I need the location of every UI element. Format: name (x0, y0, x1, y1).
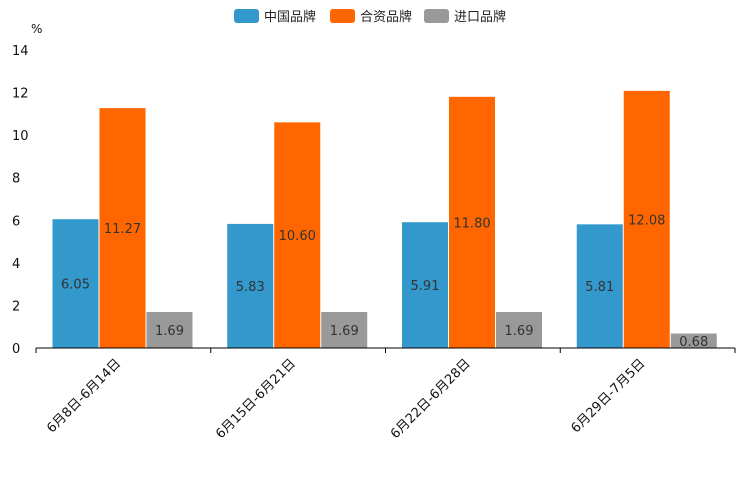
bars: 6.05 11.27 1.69 5.83 10.60 1.69 5.91 11.80 1.69 5… (52, 90, 717, 350)
data-label: 10.60 (279, 229, 316, 244)
data-label: 11.80 (453, 216, 490, 231)
legend-item-2[interactable]: 合资品牌 (330, 9, 412, 25)
y-tick-label: 12 (12, 87, 29, 102)
data-label: 5.81 (585, 280, 614, 295)
bar[interactable] (670, 333, 717, 348)
y-tick-label: 0 (12, 342, 20, 357)
y-tick-label: 14 (12, 44, 29, 59)
legend-swatch (424, 9, 449, 23)
y-tick-label: 2 (12, 299, 20, 314)
data-label: 6.05 (61, 278, 90, 293)
legend-swatch (330, 9, 355, 23)
legend-item-1[interactable]: 中国品牌 (234, 9, 316, 25)
data-label: 12.08 (628, 213, 665, 228)
data-label: 11.27 (104, 222, 141, 237)
legend-label: 合资品牌 (360, 9, 412, 25)
data-label: 1.69 (505, 324, 534, 339)
bar[interactable] (576, 224, 623, 348)
data-label: 1.69 (155, 324, 184, 339)
x-category-label: 6月15日-6月21日 (213, 356, 299, 442)
y-tick-label: 8 (12, 172, 20, 187)
bar[interactable] (623, 90, 670, 349)
legend-label: 中国品牌 (264, 9, 316, 25)
y-tick-label: 10 (12, 129, 29, 144)
data-label: 5.83 (236, 280, 265, 295)
y-tick-label: 4 (12, 257, 20, 272)
data-label: 5.91 (411, 279, 440, 294)
legend-label: 进口品牌 (454, 9, 506, 25)
y-axis: 0 2 4 6 8 10 12 14 (12, 44, 29, 357)
y-tick-label: 6 (12, 214, 20, 229)
x-category-label: 6月29日-7月5日 (569, 356, 649, 436)
y-axis-unit-label: % (31, 22, 42, 36)
x-axis: 6月8日-6月14日 6月15日-6月21日 6月22日-6月28日 6月29日-7月… (35, 347, 736, 442)
bar[interactable] (321, 312, 368, 348)
x-category-label: 6月8日-6月14日 (44, 356, 124, 436)
bar[interactable] (496, 312, 542, 348)
x-category-label: 6月22日-6月28日 (388, 356, 474, 442)
data-label: 1.69 (330, 324, 359, 339)
legend: 中国品牌 合资品牌 进口品牌 (234, 9, 506, 25)
bar[interactable] (402, 222, 448, 348)
bar[interactable] (52, 219, 99, 348)
legend-swatch (234, 9, 259, 23)
bar[interactable] (227, 223, 274, 348)
bar[interactable] (274, 122, 321, 348)
bar[interactable] (449, 96, 495, 348)
legend-item-3[interactable]: 进口品牌 (424, 9, 506, 25)
data-label: 0.68 (679, 335, 708, 350)
bar[interactable] (146, 312, 193, 348)
bar[interactable] (99, 108, 146, 348)
